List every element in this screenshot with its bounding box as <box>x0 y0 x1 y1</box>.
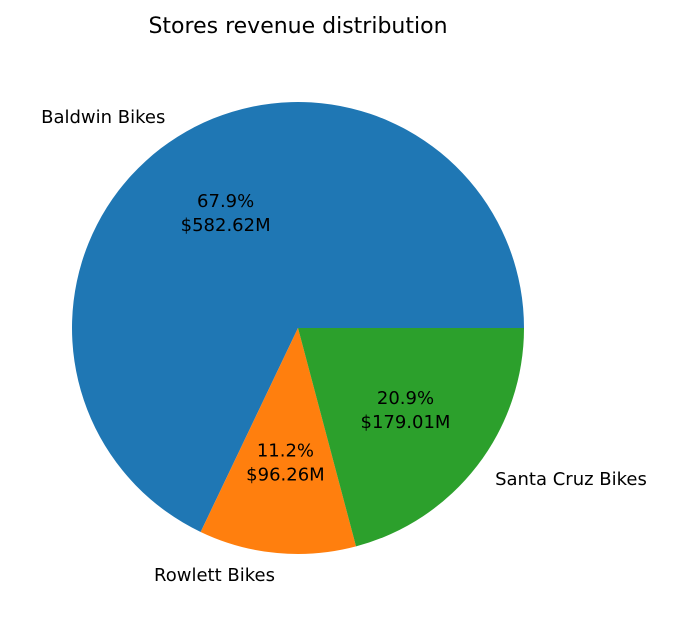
slice-label-rowlett-bikes: Rowlett Bikes <box>154 565 275 586</box>
chart-title: Stores revenue distribution <box>148 14 447 39</box>
slice-value-baldwin-bikes: $582.62M <box>181 215 271 236</box>
slice-value-santa-cruz-bikes: $179.01M <box>361 412 451 433</box>
slice-label-baldwin-bikes: Baldwin Bikes <box>41 107 165 128</box>
pie-slice-santa-cruz-bikes <box>298 328 524 547</box>
pie-labels: Baldwin Bikes 67.9% $582.62M Rowlett Bikes 1… <box>41 107 647 586</box>
slice-value-rowlett-bikes: $96.26M <box>246 465 325 486</box>
slice-label-santa-cruz-bikes: Santa Cruz Bikes <box>495 469 647 490</box>
pie-slice-baldwin-bikes <box>71 102 524 532</box>
slice-percent-rowlett-bikes: 11.2% <box>257 441 314 462</box>
slice-percent-santa-cruz-bikes: 20.9% <box>377 388 434 409</box>
pie-slice-rowlett-bikes <box>200 328 357 554</box>
pie-slices <box>71 102 524 554</box>
slice-percent-baldwin-bikes: 67.9% <box>197 191 254 212</box>
